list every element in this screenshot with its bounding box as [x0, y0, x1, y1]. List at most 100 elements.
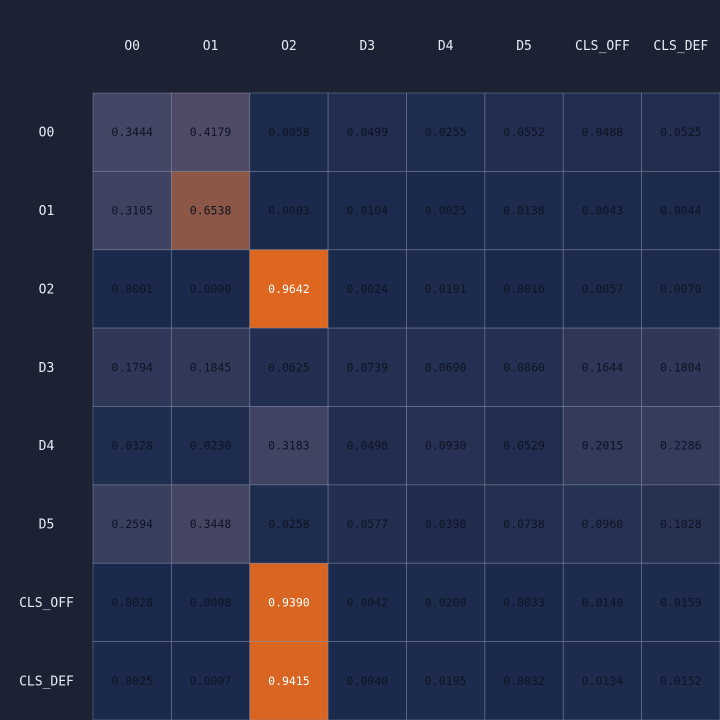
cell-value-o0-cls-def: 0.0525	[660, 125, 702, 139]
column-label-o1: O1	[203, 39, 219, 54]
cell-value-o0-d5: 0.0552	[503, 125, 545, 139]
heatmap-cell-d5-d4	[406, 484, 486, 564]
cell-value-cls-def-cls-off: 0.0134	[582, 674, 624, 688]
row-label-o1: O1	[39, 204, 55, 219]
cell-value-d5-o0: 0.2594	[111, 517, 153, 531]
column-label-cls-def: CLS_DEF	[653, 39, 708, 54]
heatmap-cell-d4-o2	[249, 406, 329, 486]
heatmap-cell-cls-off-o1	[170, 562, 251, 643]
cell-value-cls-off-cls-off: 0.0140	[582, 595, 624, 609]
heatmap-cell-o1-o1	[170, 170, 251, 251]
row-label-cls-off: CLS_OFF	[19, 596, 74, 611]
cell-value-cls-def-d3: 0.0040	[347, 674, 389, 688]
heatmap-cell-o2-cls-off	[562, 249, 643, 329]
cell-value-o2-o2: 0.9642	[268, 282, 310, 296]
cell-value-o0-d4: 0.0255	[425, 125, 467, 139]
cell-value-cls-off-o2: 0.9390	[268, 595, 310, 609]
cell-value-o0-o2: 0.0058	[268, 125, 310, 139]
heatmap-cell-o0-d5	[484, 92, 564, 172]
cell-value-d3-cls-off: 0.1644	[582, 360, 624, 374]
heatmap-cell-o2-o1	[170, 249, 251, 329]
heatmap-cell-o2-o2	[249, 249, 329, 329]
heatmap-cell-d4-cls-def	[641, 406, 720, 486]
row-labels: O0 O1 O2 D3 D4 D5 CLS_OFF CLS_DEF	[19, 126, 74, 690]
cell-value-o2-cls-def: 0.0070	[660, 282, 702, 296]
heatmap-cell-cls-def-o0	[92, 641, 172, 720]
heatmap-cell-cls-def-cls-off	[562, 641, 643, 720]
heatmap-cell-d5-o0	[92, 484, 172, 564]
cell-value-o2-d3: 0.0024	[347, 282, 389, 296]
heatmap-cell-d4-o1	[170, 406, 251, 486]
heatmap-cell-cls-def-d3	[327, 641, 407, 720]
heatmap-cell-cls-off-d4	[406, 562, 486, 643]
row-label-d3: D3	[39, 361, 55, 376]
cell-value-cls-off-cls-def: 0.0159	[660, 595, 702, 609]
cell-value-o2-o1: 0.0000	[190, 282, 232, 296]
heatmap-cell-o0-o2	[249, 92, 329, 172]
heatmap-cell-o1-d3	[327, 170, 407, 251]
heatmap-cell-o0-o0	[92, 92, 172, 172]
cell-value-o2-d4: 0.0191	[425, 282, 467, 296]
heatmap-cell-d5-o2	[249, 484, 329, 564]
cell-value-o1-cls-off: 0.0043	[582, 204, 624, 218]
heatmap-cell-o1-cls-def	[641, 170, 720, 251]
heatmap-cell-d3-o0	[92, 327, 172, 407]
cell-value-o0-d3: 0.0499	[347, 125, 389, 139]
heatmap-cell-d3-d5	[484, 327, 564, 407]
cell-value-cls-off-d3: 0.0042	[347, 595, 389, 609]
cell-value-o1-o2: 0.0003	[268, 204, 310, 218]
cell-value-o1-d3: 0.0104	[347, 204, 389, 218]
column-labels: O0 O1 O2 D3 D4 D5 CLS_OFF CLS_DEF	[124, 39, 708, 54]
column-label-d3: D3	[359, 39, 375, 54]
cell-value-cls-def-d4: 0.0195	[425, 674, 467, 688]
heatmap-cell-o2-d4	[406, 249, 486, 329]
cell-value-d3-d4: 0.0690	[425, 360, 467, 374]
cell-value-o0-o0: 0.3444	[111, 125, 153, 139]
cell-value-d5-cls-def: 0.1028	[660, 517, 702, 531]
column-label-cls-off: CLS_OFF	[575, 39, 630, 54]
heatmap-cell-d4-d3	[327, 406, 407, 486]
cell-value-d4-o2: 0.3183	[268, 439, 310, 453]
cell-value-o2-d5: 0.0016	[503, 282, 545, 296]
cell-value-d5-o1: 0.3448	[190, 517, 232, 531]
heatmap-cells	[92, 92, 720, 720]
cell-value-d5-cls-off: 0.0960	[582, 517, 624, 531]
cell-value-o1-d4: 0.0025	[425, 204, 467, 218]
heatmap-cell-cls-off-d3	[327, 562, 407, 643]
heatmap-cell-o1-o2	[249, 170, 329, 251]
heatmap-cell-o2-d3	[327, 249, 407, 329]
cell-value-d5-d4: 0.0398	[425, 517, 467, 531]
cell-value-d4-cls-off: 0.2015	[582, 439, 624, 453]
cell-value-d3-o0: 0.1794	[111, 360, 153, 374]
heatmap-cell-cls-def-o2	[249, 641, 329, 720]
heatmap-cell-d5-o1	[170, 484, 251, 564]
cell-value-o1-d5: 0.0138	[503, 204, 545, 218]
row-label-o2: O2	[39, 282, 55, 297]
row-label-o0: O0	[39, 126, 55, 141]
cell-value-d4-o1: 0.0230	[190, 439, 232, 453]
cell-value-o1-o1: 0.6538	[190, 204, 232, 218]
heatmap-cell-cls-off-cls-def	[641, 562, 720, 643]
cell-value-o2-cls-off: 0.0057	[582, 282, 624, 296]
heatmap-cell-d4-d4	[406, 406, 486, 486]
heatmap-cell-o2-o0	[92, 249, 172, 329]
cell-value-cls-def-d5: 0.0032	[503, 674, 545, 688]
cell-value-d3-cls-def: 0.1804	[660, 360, 702, 374]
column-label-o0: O0	[124, 39, 140, 54]
cell-values: 0.3444 0.4179 0.0058 0.0499 0.0255 0.0552 0.04…	[111, 125, 701, 688]
heatmap-cell-d3-cls-def	[641, 327, 720, 407]
column-label-d5: D5	[516, 39, 532, 54]
cell-value-cls-off-o1: 0.0008	[190, 595, 232, 609]
cell-value-d3-d3: 0.0739	[347, 360, 389, 374]
heatmap-cell-d5-cls-def	[641, 484, 720, 564]
heatmap-cell-d3-o1	[170, 327, 251, 407]
column-label-d4: D4	[438, 39, 454, 54]
cell-value-d5-o2: 0.0258	[268, 517, 310, 531]
cell-value-cls-off-d5: 0.0033	[503, 595, 545, 609]
cell-value-d3-o1: 0.1845	[190, 360, 232, 374]
heatmap-cell-cls-off-d5	[484, 562, 564, 643]
cell-value-o1-o0: 0.3105	[111, 204, 153, 218]
cell-value-cls-def-o2: 0.9415	[268, 674, 310, 688]
